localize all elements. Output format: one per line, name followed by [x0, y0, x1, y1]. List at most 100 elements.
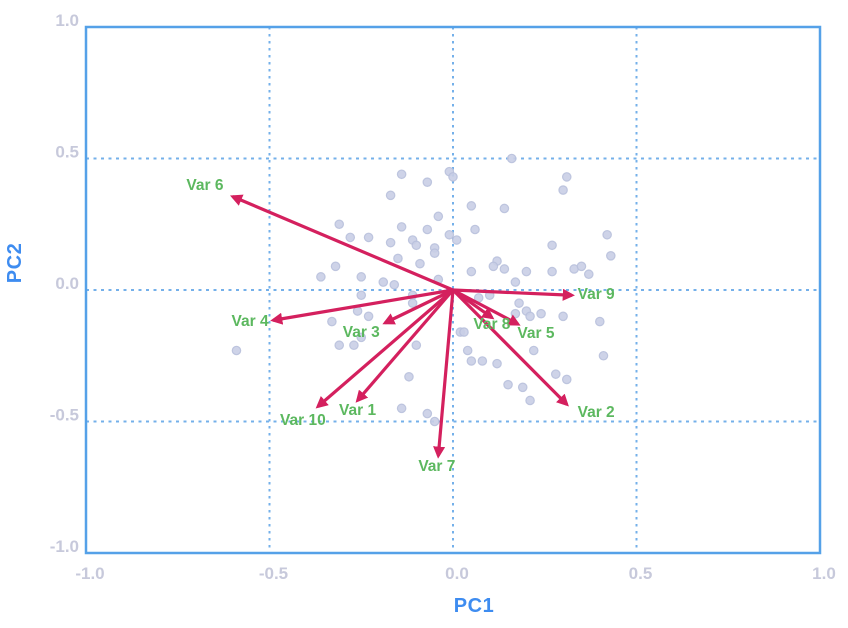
loading-arrows-group — [230, 194, 575, 459]
scatter-point — [378, 277, 389, 287]
scatter-point — [462, 345, 473, 356]
scatter-point — [510, 308, 521, 319]
loading-arrow — [452, 288, 521, 326]
loading-label: Var 9 — [578, 286, 615, 303]
scatter-point — [510, 277, 521, 287]
scatter-point — [356, 332, 367, 343]
plot-frame — [84, 25, 822, 555]
scatter-point — [598, 350, 609, 361]
loading-label: Var 4 — [232, 313, 269, 330]
scatter-point — [231, 345, 242, 356]
loading-label: Var 10 — [280, 412, 326, 429]
scatter-point — [488, 261, 499, 272]
scatter-point — [525, 311, 535, 322]
scatter-point — [492, 358, 502, 369]
scatter-point — [547, 266, 557, 277]
scatter-point — [576, 261, 587, 272]
scatter-point — [477, 356, 488, 366]
scatter-point — [415, 258, 425, 269]
scatter-point — [499, 203, 510, 214]
loading-label: Var 6 — [186, 177, 223, 194]
y-axis-title: PC2 — [4, 243, 26, 283]
scatter-point — [385, 190, 396, 201]
scatter-point — [356, 272, 367, 282]
scatter-point — [404, 371, 414, 382]
loading-arrow — [355, 288, 455, 403]
loading-arrow — [382, 288, 454, 325]
scatter-point — [470, 224, 480, 235]
scatter-point — [506, 153, 517, 164]
scatter-point — [411, 340, 422, 351]
scatter-point — [528, 345, 539, 356]
scatter-point — [429, 248, 440, 258]
scatter-point — [330, 261, 341, 272]
scatter-point — [422, 177, 433, 187]
scatter-point — [334, 219, 345, 230]
scatter-point — [466, 266, 477, 277]
tick-labels-group: -1.0 -0.5 0.0 0.5 1.0 -1.0 -0.5 0.0 0.5 1.0 — [50, 11, 836, 583]
gridlines-group — [86, 27, 820, 553]
x-tick-label: -0.5 — [259, 564, 288, 583]
scatter-point — [550, 369, 561, 379]
y-tick-label: -0.5 — [50, 406, 79, 425]
scatter-point — [349, 340, 359, 351]
scatter-point — [444, 229, 455, 240]
loading-label: Var 3 — [343, 324, 380, 341]
scatter-point — [451, 235, 462, 245]
scatter-point — [606, 251, 616, 261]
loading-labels-group: Var 1 Var 2 Var 3 Var 4 Var 5 Var 6 Var 7 Var 8… — [186, 177, 615, 475]
y-tick-label: 1.0 — [55, 11, 79, 30]
scatter-point — [363, 311, 374, 322]
scatter-point — [547, 240, 557, 251]
scatter-point — [356, 290, 367, 301]
scatter-point — [466, 201, 477, 211]
y-tick-label: -1.0 — [50, 537, 79, 556]
scatter-point — [561, 172, 572, 182]
scatter-point — [503, 379, 513, 390]
loading-arrow — [270, 288, 454, 325]
scatter-point — [459, 327, 469, 337]
scatter-point — [385, 237, 396, 248]
scatter-point — [525, 395, 535, 406]
loading-arrow — [433, 289, 455, 459]
scatter-point — [396, 169, 407, 180]
loading-arrow — [230, 194, 454, 292]
x-tick-label: 0.0 — [445, 564, 469, 583]
scatter-point — [334, 340, 345, 351]
x-tick-label: 1.0 — [812, 564, 836, 583]
x-axis-title: PC1 — [454, 595, 494, 617]
loading-label: Var 8 — [473, 316, 510, 333]
loading-arrow — [315, 288, 455, 409]
scatter-point — [558, 311, 568, 322]
scatter-point — [396, 403, 407, 414]
scatter-point — [433, 211, 444, 222]
scatter-point — [363, 232, 374, 243]
scatter-point — [429, 416, 440, 427]
x-tick-label: 0.5 — [629, 564, 653, 583]
scatter-point — [396, 222, 407, 232]
loading-arrow — [451, 288, 569, 407]
scatter-point — [558, 185, 568, 195]
loading-label: Var 1 — [339, 402, 376, 419]
scatter-point — [411, 240, 422, 251]
scatter-point — [393, 253, 403, 264]
scatter-point — [389, 279, 400, 290]
scatter-point — [521, 266, 532, 277]
scatter-point — [594, 316, 605, 327]
scatter-point — [517, 382, 528, 393]
loading-label: Var 7 — [418, 458, 455, 475]
scatter-point — [327, 316, 337, 327]
loading-arrow — [452, 288, 575, 301]
y-tick-label: 0.0 — [55, 274, 79, 293]
y-tick-label: 0.5 — [55, 143, 79, 162]
loading-label: Var 2 — [578, 404, 615, 421]
scatter-point — [422, 224, 433, 235]
loading-arrow — [452, 288, 495, 320]
scatter-point — [561, 374, 572, 385]
loading-label: Var 5 — [517, 325, 554, 342]
scatter-point — [536, 308, 546, 319]
scatter-point — [514, 298, 524, 308]
scatter-point — [422, 408, 433, 419]
